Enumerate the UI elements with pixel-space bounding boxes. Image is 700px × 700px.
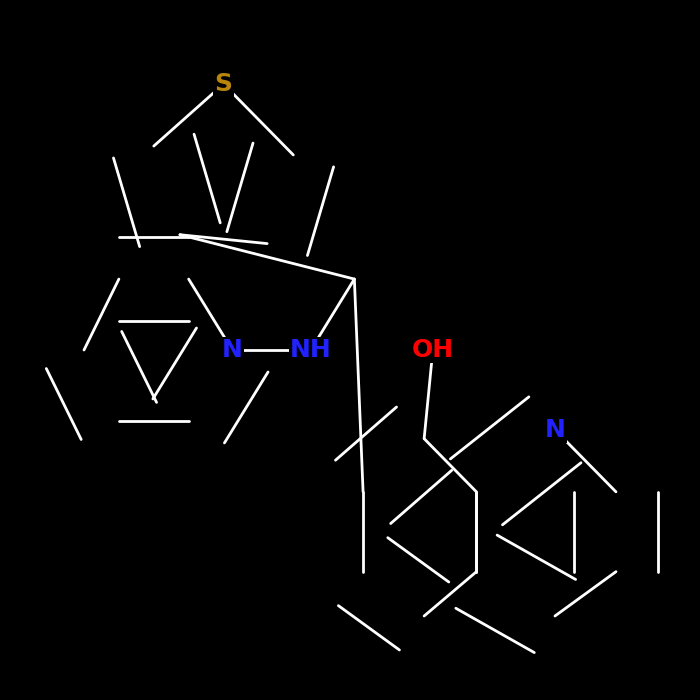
Text: N: N [222,338,243,362]
Text: NH: NH [290,338,332,362]
Text: OH: OH [412,338,454,362]
Text: N: N [545,418,566,442]
Text: S: S [214,72,232,96]
